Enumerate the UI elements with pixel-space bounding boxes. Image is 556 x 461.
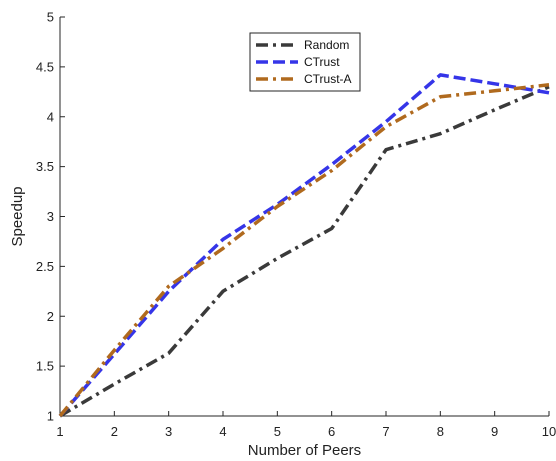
y-tick-label: 4.5	[36, 59, 54, 74]
y-tick-label: 2.5	[36, 259, 54, 274]
x-tick-label: 3	[165, 424, 172, 439]
x-tick-label: 5	[274, 424, 281, 439]
x-tick-label: 1	[56, 424, 63, 439]
legend-label: CTrust	[304, 55, 340, 69]
y-tick-label: 5	[47, 10, 54, 25]
y-tick-label: 1.5	[36, 359, 54, 374]
y-tick-label: 1	[47, 409, 54, 424]
legend-label: Random	[304, 38, 349, 52]
x-tick-label: 2	[111, 424, 118, 439]
legend-label: CTrust-A	[304, 72, 352, 86]
x-tick-label: 8	[437, 424, 444, 439]
x-axis-label: Number of Peers	[248, 442, 361, 459]
y-ticks: 1 1.5 2 2.5 3 3.5 4 4.5 5	[36, 10, 65, 424]
x-tick-label: 7	[382, 424, 389, 439]
x-ticks: 1 2 3 4 5 6 7 8 9 10	[56, 411, 556, 439]
series-line-ctrust-a	[58, 83, 550, 418]
legend: Random CTrust CTrust-A	[249, 32, 361, 92]
y-tick-label: 4	[47, 109, 54, 124]
x-tick-label: 9	[491, 424, 498, 439]
x-tick-label: 10	[542, 424, 556, 439]
y-tick-label: 3	[47, 209, 54, 224]
series-line-random	[59, 85, 550, 418]
series-line-ctrust	[58, 73, 550, 418]
y-tick-label: 3.5	[36, 159, 54, 174]
legend-box	[249, 32, 361, 92]
x-tick-label: 6	[328, 424, 335, 439]
x-tick-label: 4	[219, 424, 226, 439]
y-axis-label: Speedup	[9, 186, 26, 246]
y-tick-label: 2	[47, 309, 54, 324]
series-lines	[58, 73, 550, 418]
